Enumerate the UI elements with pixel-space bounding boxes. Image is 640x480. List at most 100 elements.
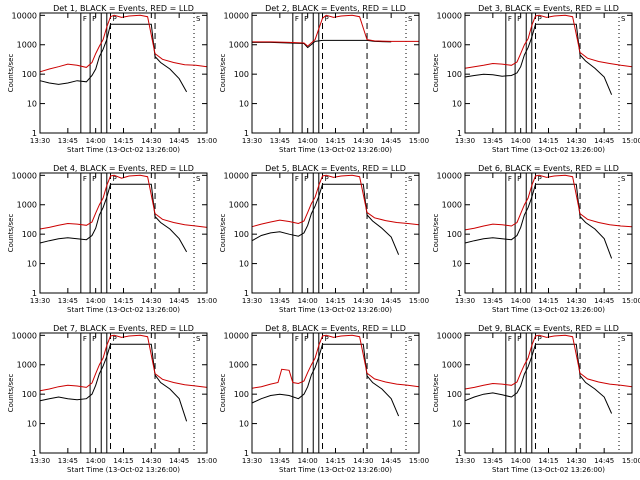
detector-plot-9: F F P S 1 10 100 1000 10000 13:30 13:45 14:00 14:15 1… xyxy=(432,324,640,474)
marker-label-3: P xyxy=(325,15,329,23)
x-tick-label: 14:30 xyxy=(141,297,161,305)
marker-label-1: F xyxy=(508,15,512,23)
x-tick-label: 13:30 xyxy=(30,137,50,145)
x-tick-label: 15:00 xyxy=(197,457,217,465)
y-tick-label: 10 xyxy=(239,100,249,109)
marker-label-4: S xyxy=(621,335,626,343)
x-tick-label: 13:30 xyxy=(242,137,262,145)
events-series-line xyxy=(251,343,400,417)
y-tick-label: 100 xyxy=(234,70,249,79)
x-tick-label: 14:00 xyxy=(511,457,531,465)
x-tick-label: 13:45 xyxy=(483,297,503,305)
y-tick-label: 1000 xyxy=(229,201,249,210)
y-tick-label: 100 xyxy=(447,230,462,239)
x-tick-label: 14:45 xyxy=(169,297,189,305)
marker-label-2: F xyxy=(92,175,96,183)
x-tick-label: 14:15 xyxy=(538,137,558,145)
y-tick-label: 100 xyxy=(447,70,462,79)
x-tick-label: 14:00 xyxy=(86,137,106,145)
x-tick-label: 14:00 xyxy=(86,297,106,305)
x-tick-label: 15:00 xyxy=(409,457,429,465)
y-tick-label: 100 xyxy=(22,70,37,79)
y-tick-label: 1 xyxy=(457,289,462,298)
y-tick-label: 10000 xyxy=(12,331,37,340)
events-series-line xyxy=(39,23,188,93)
x-tick-label: 14:00 xyxy=(298,137,318,145)
x-axis-label: Start Time (13-Oct-02 13:26:00) xyxy=(67,306,180,314)
marker-label-2: F xyxy=(304,335,308,343)
x-tick-label: 15:00 xyxy=(622,297,640,305)
x-axis-label: Start Time (13-Oct-02 13:26:00) xyxy=(279,306,392,314)
x-tick-label: 14:45 xyxy=(169,137,189,145)
x-tick-label: 14:45 xyxy=(594,297,614,305)
marker-label-2: F xyxy=(304,175,308,183)
y-tick-label: 10000 xyxy=(12,11,37,20)
lld-series-line xyxy=(464,14,633,69)
x-tick-label: 15:00 xyxy=(409,297,429,305)
plot-frame xyxy=(251,172,420,294)
y-tick-label: 1000 xyxy=(17,361,37,370)
plot-frame xyxy=(464,12,633,134)
marker-label-1: F xyxy=(83,15,87,23)
x-tick-label: 13:30 xyxy=(455,297,475,305)
detector-plot-3: F F P S 1 10 100 1000 10000 13:30 13:45 14:00 14:15 1… xyxy=(432,4,640,154)
x-axis-label: Start Time (13-Oct-02 13:26:00) xyxy=(67,146,180,154)
x-tick-label: 13:45 xyxy=(270,457,290,465)
y-tick-label: 1000 xyxy=(229,41,249,50)
x-tick-label: 14:30 xyxy=(353,297,373,305)
marker-label-3: P xyxy=(538,335,542,343)
x-tick-label: 13:30 xyxy=(242,457,262,465)
y-tick-label: 1 xyxy=(32,129,37,138)
x-tick-label: 14:15 xyxy=(325,297,345,305)
y-tick-label: 10 xyxy=(452,100,462,109)
x-axis-label: Start Time (13-Oct-02 13:26:00) xyxy=(279,146,392,154)
x-tick-label: 13:30 xyxy=(242,297,262,305)
marker-label-3: P xyxy=(113,335,117,343)
y-tick-label: 10000 xyxy=(437,11,462,20)
y-tick-label: 10000 xyxy=(224,11,249,20)
x-tick-label: 14:30 xyxy=(566,137,586,145)
x-tick-label: 13:30 xyxy=(30,457,50,465)
y-tick-label: 10000 xyxy=(12,171,37,180)
x-axis-label: Start Time (13-Oct-02 13:26:00) xyxy=(492,306,605,314)
marker-label-4: S xyxy=(196,15,201,23)
marker-label-4: S xyxy=(621,15,626,23)
y-tick-label: 100 xyxy=(234,230,249,239)
x-tick-label: 13:45 xyxy=(270,137,290,145)
plot-frame xyxy=(39,332,208,454)
lld-series-line xyxy=(39,14,208,73)
marker-label-2: F xyxy=(517,15,521,23)
x-tick-label: 14:00 xyxy=(86,457,106,465)
y-tick-label: 10 xyxy=(27,100,37,109)
plot-frame xyxy=(39,172,208,294)
y-tick-label: 10000 xyxy=(437,331,462,340)
marker-label-1: F xyxy=(508,335,512,343)
y-tick-label: 10 xyxy=(452,420,462,429)
y-tick-label: 1000 xyxy=(442,361,462,370)
y-axis-label: Counts/sec xyxy=(7,214,15,253)
marker-label-2: F xyxy=(92,335,96,343)
marker-label-1: F xyxy=(295,15,299,23)
plot-title: Det 4, BLACK = Events, RED = LLD xyxy=(53,164,194,173)
plot-title: Det 2, BLACK = Events, RED = LLD xyxy=(265,4,406,13)
plot-title: Det 5, BLACK = Events, RED = LLD xyxy=(265,164,406,173)
plot-title: Det 3, BLACK = Events, RED = LLD xyxy=(478,4,619,13)
x-axis-label: Start Time (13-Oct-02 13:26:00) xyxy=(67,466,180,474)
marker-label-3: P xyxy=(113,15,117,23)
y-tick-label: 100 xyxy=(22,390,37,399)
y-axis-label: Counts/sec xyxy=(219,54,227,93)
events-series-line xyxy=(252,39,392,49)
marker-label-4: S xyxy=(408,175,413,183)
x-tick-label: 14:15 xyxy=(113,137,133,145)
y-tick-label: 100 xyxy=(22,230,37,239)
marker-label-2: F xyxy=(517,335,521,343)
lld-series-line xyxy=(39,334,208,392)
events-series-line xyxy=(464,23,613,95)
y-axis-label: Counts/sec xyxy=(219,214,227,253)
detector-plot-8: F F P S 1 10 100 1000 10000 13:30 13:45 14:00 14:15 1… xyxy=(219,324,429,474)
x-tick-label: 14:15 xyxy=(113,457,133,465)
events-series-line xyxy=(39,183,188,253)
lld-series-line xyxy=(464,174,633,231)
y-tick-label: 10000 xyxy=(437,171,462,180)
